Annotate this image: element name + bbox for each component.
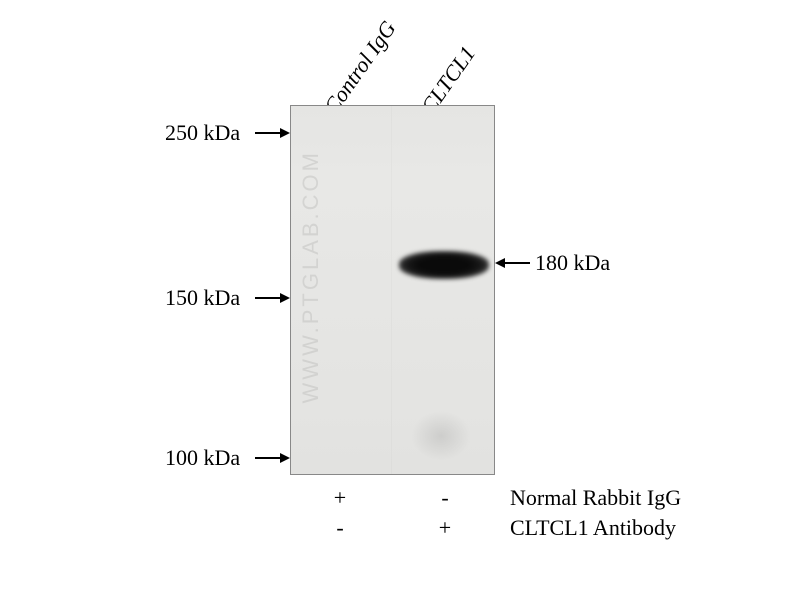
- marker-100: 100 kDa: [165, 445, 240, 471]
- protein-band: [399, 251, 489, 279]
- condition-r1-label: Normal Rabbit IgG: [510, 485, 681, 511]
- band-label: 180 kDa: [535, 250, 610, 276]
- marker-arrow-100: [255, 448, 290, 468]
- marker-arrow-150: [255, 288, 290, 308]
- marker-150: 150 kDa: [165, 285, 240, 311]
- condition-r2-lane1: -: [330, 515, 350, 541]
- watermark: WWW.PTGLAB.COM: [298, 150, 324, 403]
- condition-r1-lane1: +: [330, 485, 350, 511]
- condition-r1-lane2: -: [435, 485, 455, 511]
- lane-divider: [391, 106, 392, 474]
- band-arrow: [495, 253, 530, 273]
- faint-smear: [411, 411, 471, 461]
- condition-r2-lane2: +: [435, 515, 455, 541]
- condition-r2-label: CLTCL1 Antibody: [510, 515, 676, 541]
- western-blot-figure: Control IgG CLTCL1 WWW.PTGLAB.COM 250 kD…: [50, 20, 750, 580]
- marker-250: 250 kDa: [165, 120, 240, 146]
- lane-label-control: Control IgG: [319, 16, 402, 119]
- marker-arrow-250: [255, 123, 290, 143]
